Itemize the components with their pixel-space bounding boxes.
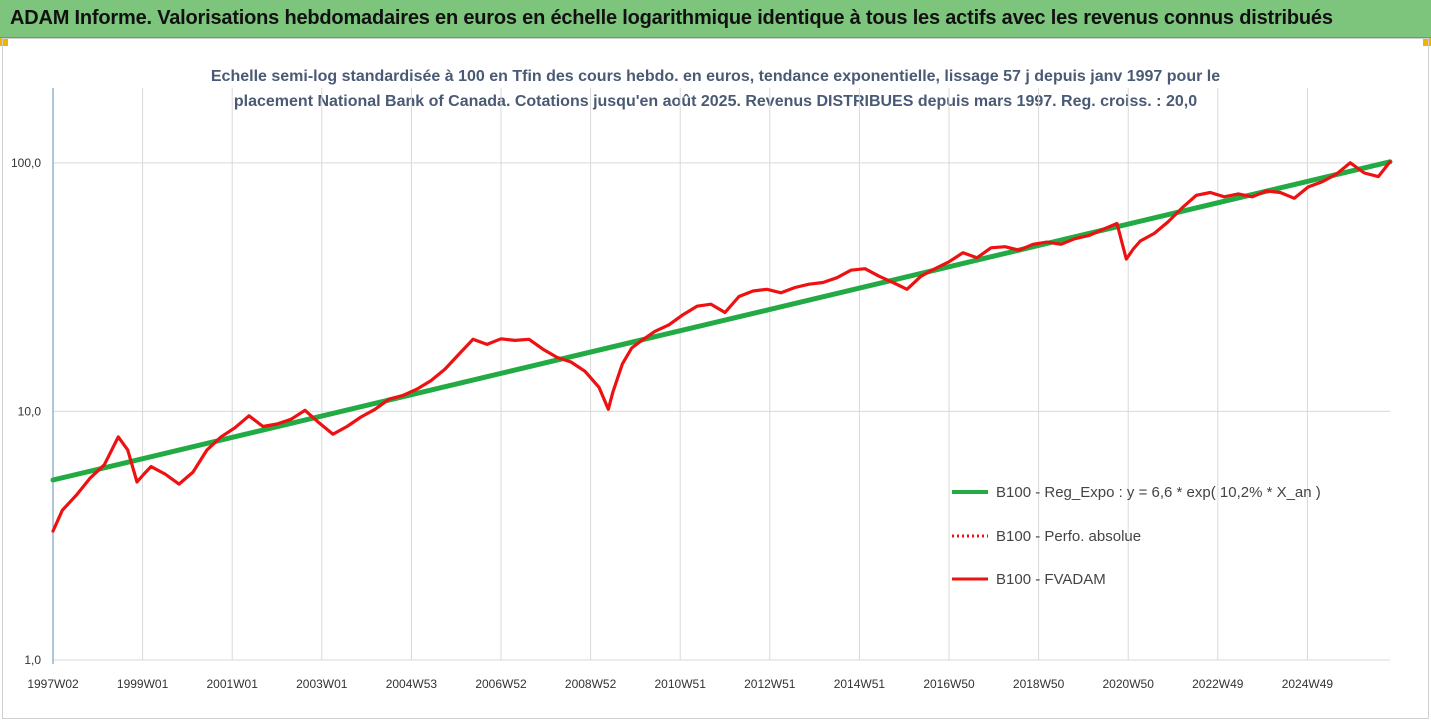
corner-marker-top-left (0, 38, 8, 46)
legend-label: B100 - Reg_Expo : y = 6,6 * exp( 10,2% *… (996, 484, 1321, 501)
x-tick-label: 2006W52 (475, 677, 527, 691)
report-title: ADAM Informe. Valorisations hebdomadaire… (10, 7, 1333, 29)
fvadam-line (51, 160, 1392, 533)
legend-label: B100 - FVADAM (996, 571, 1106, 588)
axes: 1997W02 1999W01 2001W01 2003W01 2004W53 2006W… (11, 88, 1333, 691)
x-tick-label: 2012W51 (744, 677, 796, 691)
x-tick-label: 2008W52 (565, 677, 617, 691)
corner-marker-top-right (1423, 38, 1431, 46)
x-tick-label: 2010W51 (655, 677, 707, 691)
y-tick-label: 1,0 (24, 653, 41, 667)
chart-subtitle: Echelle semi-log standardisée à 100 en T… (0, 64, 1431, 114)
x-tick-label: 2003W01 (296, 677, 348, 691)
x-tick-label: 2018W50 (1013, 677, 1065, 691)
chart-subtitle-line-2: placement National Bank of Canada. Cotat… (233, 93, 1198, 110)
legend: B100 - Reg_Expo : y = 6,6 * exp( 10,2% *… (952, 484, 1321, 588)
report-banner: ADAM Informe. Valorisations hebdomadaire… (0, 0, 1431, 38)
series-lines (50, 159, 1393, 533)
legend-label: B100 - Perfo. absolue (996, 528, 1141, 545)
chart-frame (2, 38, 1429, 719)
x-tick-label: 2016W50 (923, 677, 975, 691)
trend-line (50, 159, 1393, 483)
x-tick-label: 1999W01 (117, 677, 169, 691)
x-tick-label: 2014W51 (834, 677, 886, 691)
grid-lines (53, 88, 1390, 661)
x-tick-label: 1997W02 (27, 677, 79, 691)
chart-subtitle-line-1: Echelle semi-log standardisée à 100 en T… (210, 68, 1221, 85)
x-tick-label: 2022W49 (1192, 677, 1244, 691)
y-tick-label: 10,0 (18, 404, 42, 418)
x-tick-label: 2020W50 (1103, 677, 1155, 691)
x-tick-label: 2024W49 (1282, 677, 1334, 691)
y-tick-label: 100,0 (11, 156, 41, 170)
x-tick-label: 2004W53 (386, 677, 438, 691)
x-tick-label: 2001W01 (207, 677, 259, 691)
